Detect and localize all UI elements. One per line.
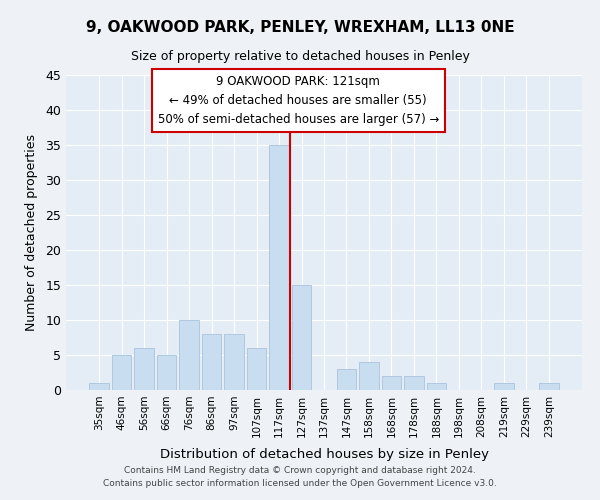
Text: Contains HM Land Registry data © Crown copyright and database right 2024.
Contai: Contains HM Land Registry data © Crown c… [103, 466, 497, 487]
Bar [247, 348, 266, 390]
Text: Size of property relative to detached houses in Penley: Size of property relative to detached ho… [131, 50, 469, 63]
Bar [337, 369, 356, 390]
Text: 9, OAKWOOD PARK, PENLEY, WREXHAM, LL13 0NE: 9, OAKWOOD PARK, PENLEY, WREXHAM, LL13 0… [86, 20, 514, 35]
Bar [494, 383, 514, 390]
Bar [202, 334, 221, 390]
Bar [269, 145, 289, 390]
Bar [382, 376, 401, 390]
X-axis label: Distribution of detached houses by size in Penley: Distribution of detached houses by size … [160, 448, 488, 461]
Bar [427, 383, 446, 390]
Bar [134, 348, 154, 390]
Bar [157, 355, 176, 390]
Bar [292, 285, 311, 390]
Bar [224, 334, 244, 390]
Bar [179, 320, 199, 390]
Bar [112, 355, 131, 390]
Bar [89, 383, 109, 390]
Bar [404, 376, 424, 390]
Bar [539, 383, 559, 390]
Y-axis label: Number of detached properties: Number of detached properties [25, 134, 38, 331]
Bar [359, 362, 379, 390]
Text: 9 OAKWOOD PARK: 121sqm
← 49% of detached houses are smaller (55)
50% of semi-det: 9 OAKWOOD PARK: 121sqm ← 49% of detached… [158, 75, 439, 126]
